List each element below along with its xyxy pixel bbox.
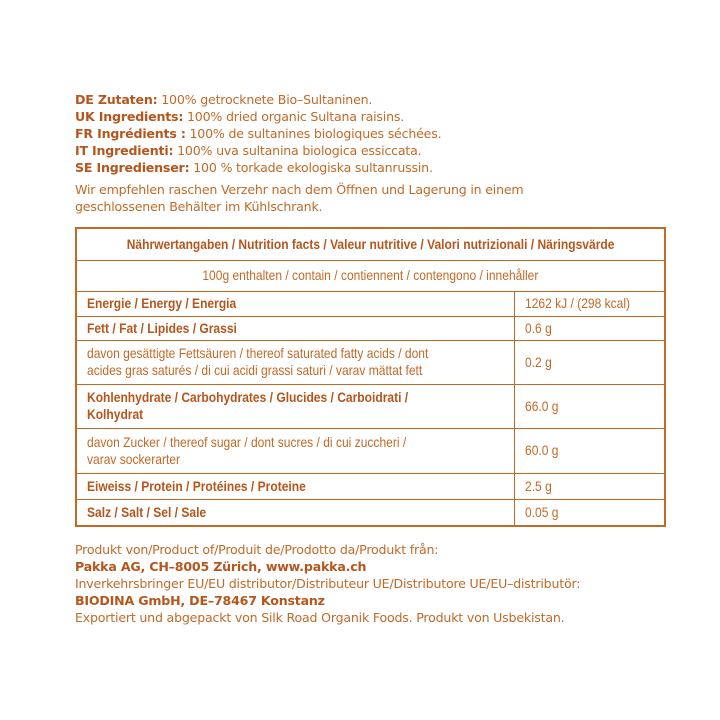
ingredient-line: SE Ingredienser: 100 % torkade ekologisk…: [75, 160, 433, 175]
nutrition-title: Nährwertangaben / Nutrition facts / Vale…: [75, 227, 666, 261]
ingredient-line: IT Ingredienti: 100% uva sultanina biolo…: [75, 143, 422, 158]
nutrition-row: Kohlenhydrate / Carbohydrates / Glucides…: [75, 383, 666, 429]
nutrient-value: 66.0 g: [513, 383, 666, 429]
nutrition-row: Eiweiss / Protein / Protéines / Proteine…: [75, 472, 666, 500]
nutrient-value: 0.2 g: [513, 339, 666, 385]
nutrition-row: Fett / Fat / Lipides / Grassi 0.6 g: [75, 315, 666, 341]
nutrient-label: Energie / Energy / Energia: [75, 290, 515, 317]
ingredient-line: DE Zutaten: 100% getrocknete Bio–Sultani…: [75, 92, 373, 107]
ingredient-line: UK Ingredients: 100% dried organic Sulta…: [75, 109, 405, 124]
nutrient-label: Fett / Fat / Lipides / Grassi: [75, 315, 515, 341]
nutrition-row: davon Zucker / thereof sugar / dont sucr…: [75, 427, 666, 474]
nutrient-label: Eiweiss / Protein / Protéines / Proteine: [75, 472, 515, 500]
nutrient-value: 2.5 g: [513, 472, 666, 500]
nutrient-value: 1262 kJ / (298 kcal): [513, 290, 666, 317]
nutrition-table: Nährwertangaben / Nutrition facts / Vale…: [75, 227, 667, 527]
ingredients-list: DE Zutaten: 100% getrocknete Bio–Sultani…: [75, 91, 442, 176]
nutrition-subtitle: 100g enthalten / contain / contiennent /…: [75, 259, 666, 292]
nutrient-label: Kohlenhydrate / Carbohydrates / Glucides…: [75, 383, 515, 429]
ingredient-line: FR Ingrédients : 100% de sultanines biol…: [75, 126, 442, 141]
nutrition-row: Salz / Salt / Sel / Sale 0.05 g: [75, 498, 666, 527]
nutrient-label: davon gesättigte Fettsäuren / thereof sa…: [75, 339, 515, 385]
nutrient-value: 60.0 g: [513, 427, 666, 474]
footer: Produkt von/Product of/Produit de/Prodot…: [75, 542, 581, 625]
nutrition-row: Energie / Energy / Energia 1262 kJ / (298…: [75, 290, 666, 317]
nutrient-label: davon Zucker / thereof sugar / dont sucr…: [75, 427, 515, 474]
storage-note: Wir empfehlen raschen Verzehr nach dem Ö…: [75, 182, 524, 214]
nutrient-value: 0.05 g: [513, 498, 666, 527]
nutrient-value: 0.6 g: [513, 315, 666, 341]
nutrition-row: davon gesättigte Fettsäuren / thereof sa…: [75, 339, 666, 385]
nutrient-label: Salz / Salt / Sel / Sale: [75, 498, 515, 527]
